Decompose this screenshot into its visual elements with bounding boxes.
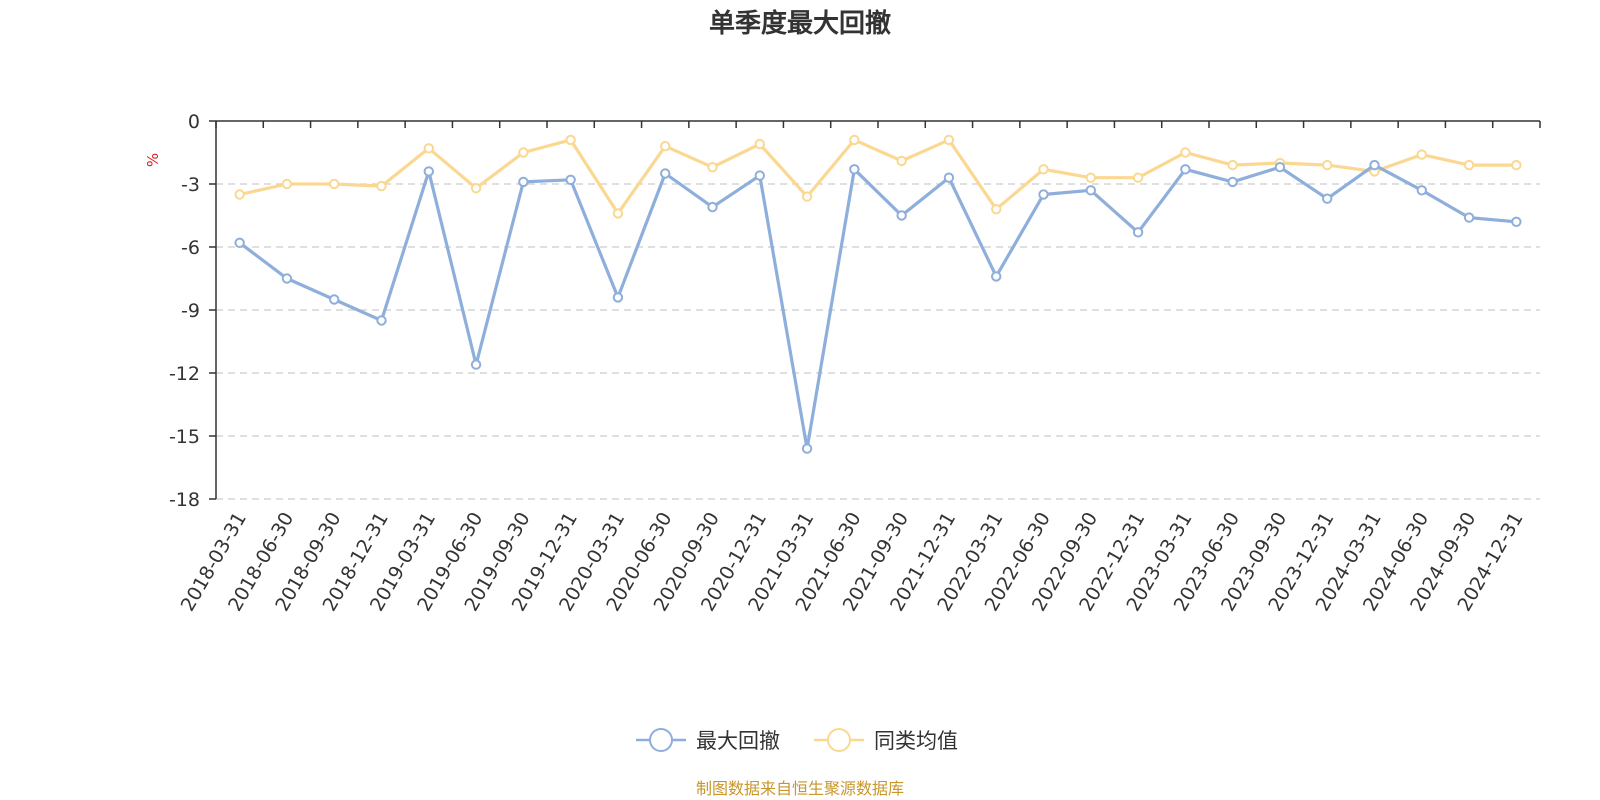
data-point [707,162,718,173]
data-point [1180,164,1191,175]
data-point [896,155,907,167]
data-point [612,292,624,303]
data-point [1227,159,1238,171]
legend[interactable]: 最大回撤 同类均值 [636,728,958,753]
data-point [991,271,1002,282]
legend-marker [827,728,851,752]
legend-marker [649,728,673,752]
data-point [896,210,907,221]
y-tick-label: -12 [169,363,200,385]
data-point [1322,193,1333,204]
series-layer [234,134,1522,454]
data-point [943,134,955,146]
data-point [470,183,482,194]
data-point [1227,176,1238,188]
data-point [660,168,671,179]
data-point [1322,159,1333,171]
data-point [1463,159,1475,171]
data-point [1416,185,1427,196]
source-note: 制图数据来自恒生聚源数据库 [696,779,904,798]
data-point [754,138,765,150]
data-point [1463,212,1475,223]
data-point [1038,189,1049,200]
legend-label: 同类均值 [874,729,958,753]
data-point [423,143,434,154]
grid-lines [216,183,1540,500]
y-tick-label: -18 [169,489,200,511]
x-tick-labels: 2018-03-312018-06-302018-09-302018-12-31… [177,509,1528,616]
data-point [849,164,860,175]
y-tick-label: -9 [181,300,200,322]
axes [209,120,1541,500]
data-point [376,180,387,192]
data-point [1416,149,1427,160]
data-point [1038,164,1049,175]
data-point [376,315,387,326]
data-point [660,141,671,152]
chart-title: 单季度最大回撤 [709,8,891,39]
data-point [518,176,529,188]
data-point [707,201,718,213]
series-line [238,163,1517,451]
data-point [1369,159,1380,171]
data-point [801,443,813,454]
data-point [565,174,576,186]
data-point [423,166,434,177]
data-point [1085,185,1096,196]
data-point [329,294,340,305]
y-tick-label: -15 [169,426,200,448]
data-point [612,208,624,219]
y-tick-label: -6 [181,237,200,259]
data-point [281,178,293,190]
data-point [754,170,765,181]
y-tick-label: -3 [181,174,200,196]
data-point [1132,172,1144,183]
legend-label: 最大回撤 [696,729,780,753]
data-point [234,189,245,200]
data-point [943,172,955,183]
data-point [1511,216,1522,228]
data-point [1085,172,1096,183]
series-line [239,138,1517,215]
legend-item-1[interactable]: 同类均值 [814,728,958,753]
data-point [234,237,245,249]
data-point [801,191,813,202]
data-point [470,359,482,370]
data-point [1274,162,1286,173]
y-axis-unit: % [144,153,162,167]
data-point [849,134,860,146]
legend-item-0[interactable]: 最大回撤 [636,728,780,753]
y-tick-labels: 0 -3 -6 -9 -12 -15 -18 [169,111,200,511]
data-point [1132,227,1144,238]
data-point [329,178,340,190]
data-point [1511,159,1522,171]
data-point [1180,147,1191,158]
series-1 [234,134,1522,219]
series-0 [234,159,1522,454]
y-tick-label: 0 [188,111,200,133]
data-point [991,204,1002,215]
data-point [565,134,576,146]
data-point [518,147,529,158]
data-point [281,273,293,284]
